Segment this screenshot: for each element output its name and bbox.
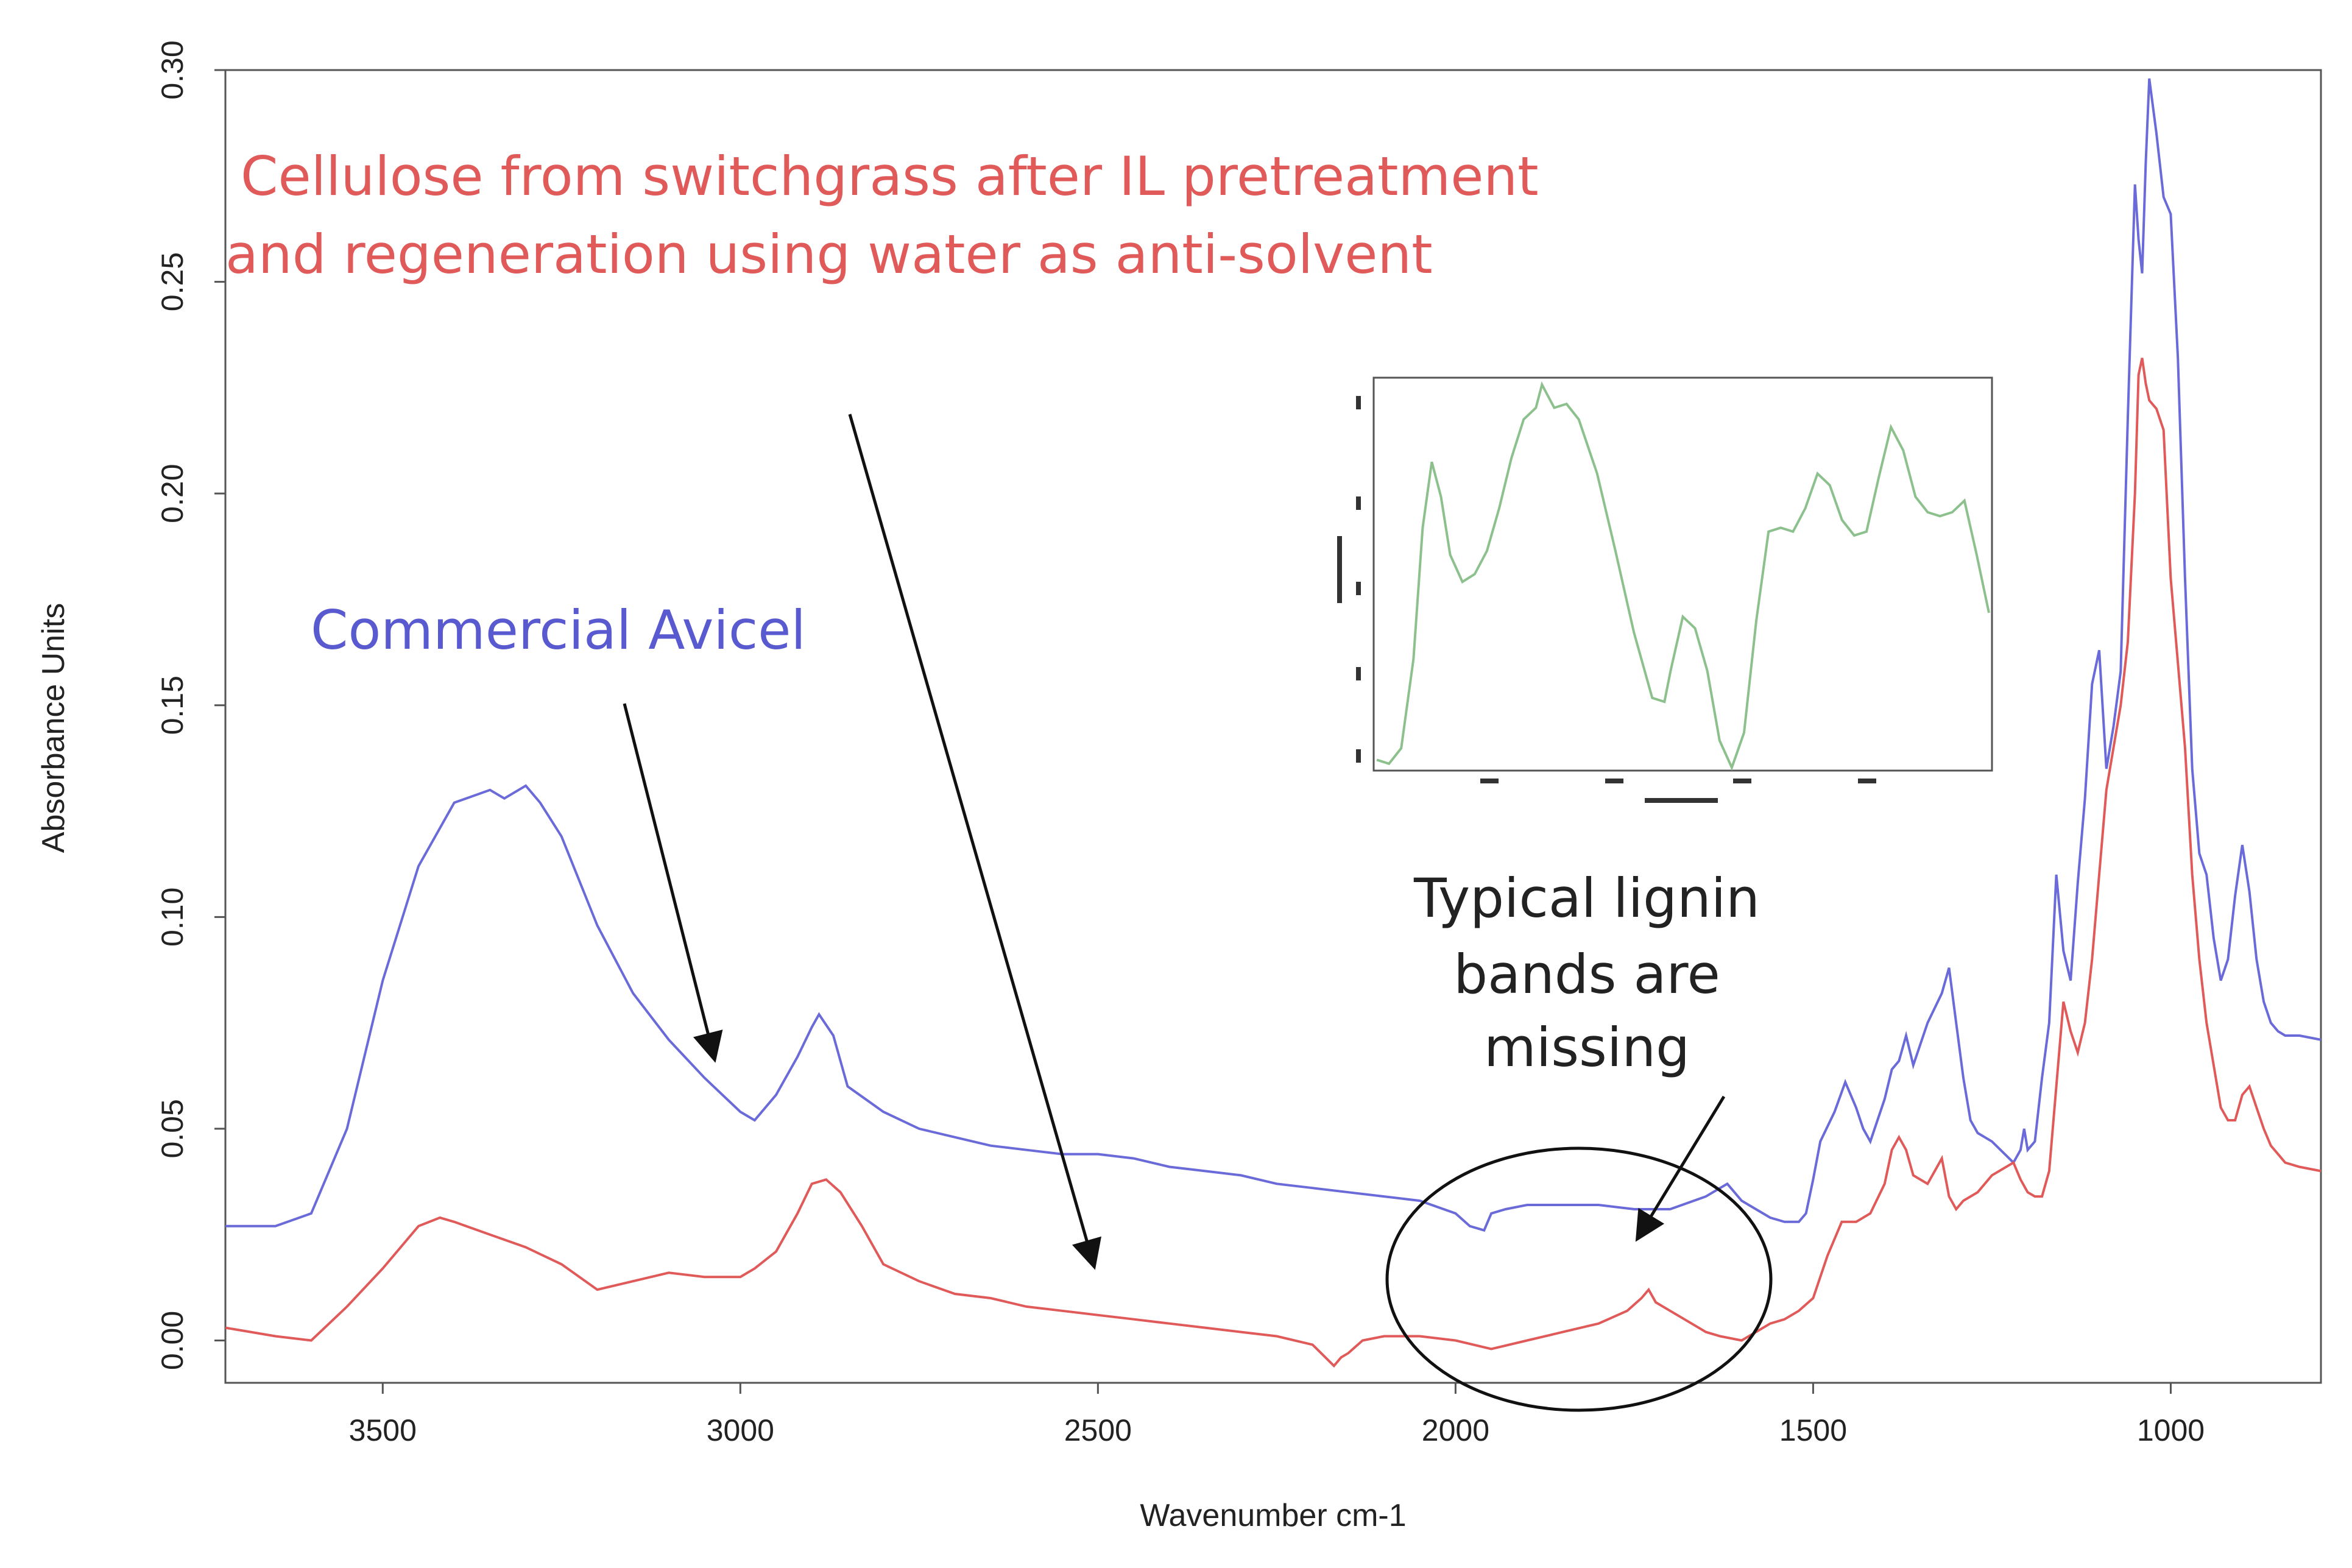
x-axis-ticks: 3500 3000 2500 2000 1500 1000 bbox=[349, 1383, 2205, 1447]
inset-tick bbox=[1356, 582, 1361, 595]
y-tick-label: 0.15 bbox=[155, 676, 189, 735]
lignin-annotation-line2: bands are bbox=[1453, 943, 1720, 1006]
lignin-region-ellipse bbox=[1385, 1146, 1773, 1412]
x-tick-label: 2000 bbox=[1422, 1413, 1489, 1447]
title-annotation-line1: Cellulose from switchgrass after IL pret… bbox=[241, 145, 1539, 208]
title-annotation-line2: and regeneration using water as anti-sol… bbox=[225, 223, 1433, 286]
inset-tick bbox=[1858, 779, 1876, 783]
inset-tick bbox=[1733, 779, 1751, 783]
inset-frame bbox=[1372, 376, 1993, 772]
series-line-il-cellulose bbox=[225, 358, 2322, 1368]
y-tick-label: 0.20 bbox=[155, 464, 189, 523]
arrow-to-il-curve bbox=[848, 414, 1102, 1270]
series-line-commercial-avicel bbox=[225, 78, 2322, 1232]
lignin-annotation-line1: Typical lignin bbox=[1413, 867, 1760, 930]
x-tick-label: 3500 bbox=[349, 1413, 417, 1447]
y-tick-label: 0.30 bbox=[155, 40, 189, 99]
inset-xlabel-mark bbox=[1645, 798, 1718, 803]
y-tick-label: 0.25 bbox=[155, 252, 189, 311]
inset-series-line bbox=[1376, 381, 1990, 771]
x-axis-title: Wavenumber cm-1 bbox=[1140, 1498, 1406, 1533]
inset-tick bbox=[1480, 779, 1499, 783]
inset-plot bbox=[1337, 376, 1993, 803]
x-tick-label: 2500 bbox=[1064, 1413, 1132, 1447]
inset-tick bbox=[1356, 396, 1361, 409]
inset-tick bbox=[1605, 779, 1623, 783]
y-axis-title: Absorbance Units bbox=[36, 603, 71, 853]
avicel-annotation: Commercial Avicel bbox=[311, 599, 806, 662]
inset-tick bbox=[1356, 749, 1361, 763]
y-tick-label: 0.00 bbox=[155, 1311, 189, 1370]
arrow-to-avicel-curve bbox=[623, 703, 723, 1063]
x-tick-label: 1000 bbox=[2137, 1413, 2205, 1447]
inset-ylabel-mark bbox=[1337, 536, 1342, 603]
inset-tick bbox=[1356, 496, 1361, 510]
x-tick-label: 1500 bbox=[1779, 1413, 1847, 1447]
y-tick-label: 0.05 bbox=[155, 1099, 189, 1158]
inset-tick bbox=[1356, 667, 1361, 680]
arrow-to-lignin-region bbox=[1635, 1095, 1726, 1242]
y-tick-label: 0.10 bbox=[155, 888, 189, 947]
y-axis-ticks: 0.00 0.05 0.10 0.15 0.20 0.25 0.30 bbox=[155, 40, 225, 1370]
lignin-annotation-line3: missing bbox=[1484, 1016, 1690, 1079]
x-tick-label: 3000 bbox=[707, 1413, 774, 1447]
